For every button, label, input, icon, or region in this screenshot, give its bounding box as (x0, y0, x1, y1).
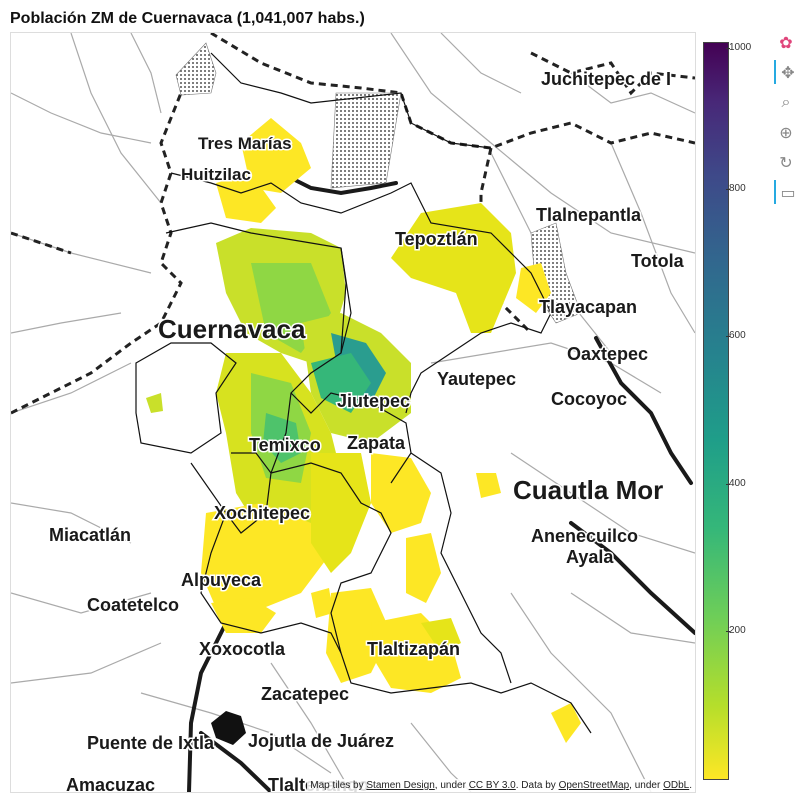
map-toolbar: ✿ ✥ ⌕ ⊕ ↻ ▭ (770, 30, 800, 230)
attribution-data: . Data by (515, 780, 559, 791)
colorbar-tick-label: 400 (726, 477, 746, 489)
colorbar-tick-label: 1000 (725, 42, 752, 53)
wheel-zoom-icon[interactable]: ⊕ (779, 122, 793, 142)
population-density-layer (146, 118, 581, 743)
map-attribution: Map tiles by Stamen Design, under CC BY … (307, 779, 695, 792)
reset-icon[interactable]: ↻ (779, 152, 793, 172)
label-cuernavaca: Cuernavaca (158, 314, 306, 344)
map-svg[interactable]: Juchitepec de I Tres Marías Huitzilac Tl… (11, 33, 695, 792)
label-tlaltizapan: Tlaltizapán (367, 639, 460, 659)
label-puente-de-ixtla: Puente de Ixtla (87, 733, 215, 753)
stamen-link[interactable]: Stamen Design (366, 780, 435, 791)
label-amacuzac: Amacuzac (66, 775, 155, 792)
label-juchitepec: Juchitepec de I (541, 69, 671, 89)
label-temixco: Temixco (249, 435, 321, 455)
osm-link[interactable]: OpenStreetMap (558, 780, 630, 791)
hover-icon[interactable]: ▭ (774, 180, 800, 204)
label-totola: Totola (631, 251, 685, 271)
box-zoom-icon[interactable]: ⌕ (781, 92, 791, 111)
place-labels: Juchitepec de I Tres Marías Huitzilac Tl… (48, 68, 687, 793)
label-cocoyoc: Cocoyoc (551, 389, 627, 409)
label-xochitepec: Xochitepec (214, 503, 310, 523)
attribution-under-2: , under (629, 780, 664, 791)
bokeh-logo-icon[interactable]: ✿ (779, 32, 793, 52)
lake-shape (211, 711, 246, 745)
label-zapata: Zapata (347, 433, 406, 453)
attribution-under-1: , under (434, 780, 469, 791)
cc-by-link[interactable]: CC BY 3.0 (468, 780, 516, 791)
label-xoxocotla: Xoxocotla (199, 639, 286, 659)
label-huitzilac: Huitzilac (181, 165, 251, 184)
label-tepoztlan: Tepoztlán (395, 229, 478, 249)
pan-icon[interactable]: ✥ (774, 60, 800, 84)
odbl-link[interactable]: ODbL (663, 780, 690, 791)
attribution-prefix: Map tiles by (310, 780, 367, 791)
label-cuautla: Cuautla Mor (513, 475, 663, 505)
label-oaxtepec: Oaxtepec (567, 344, 648, 364)
label-tlayacapan: Tlayacapan (539, 297, 637, 317)
colorbar-gradient (703, 42, 729, 780)
label-yautepec: Yautepec (437, 369, 516, 389)
label-tres-marias: Tres Marías (198, 134, 292, 153)
label-alpuyeca: Alpuyeca (181, 570, 262, 590)
label-coatetelco: Coatetelco (87, 595, 179, 615)
label-anenecuilco: Anenecuilco (531, 526, 638, 546)
label-zacatepec: Zacatepec (261, 684, 349, 704)
colorbar-tick-label: 200 (726, 624, 746, 636)
colorbar-tick-label: 600 (726, 330, 746, 342)
protected-areas (175, 42, 582, 324)
label-ayala: Ayala (566, 547, 614, 567)
attribution-end: . (689, 780, 692, 791)
label-tlalnepantla: Tlalnepantla (536, 205, 642, 225)
map-canvas[interactable]: Juchitepec de I Tres Marías Huitzilac Tl… (10, 32, 696, 793)
colorbar-tick-label: 800 (726, 183, 746, 195)
map-title: Población ZM de Cuernavaca (1,041,007 ha… (10, 10, 365, 27)
label-jojutla: Jojutla de Juárez (248, 731, 394, 751)
colorbar: 200 400 600 800 1000 (703, 42, 763, 780)
municipality-boundaries (135, 52, 592, 734)
label-miacatlan: Miacatlán (49, 525, 131, 545)
label-jiutepec: Jiutepec (337, 391, 410, 411)
